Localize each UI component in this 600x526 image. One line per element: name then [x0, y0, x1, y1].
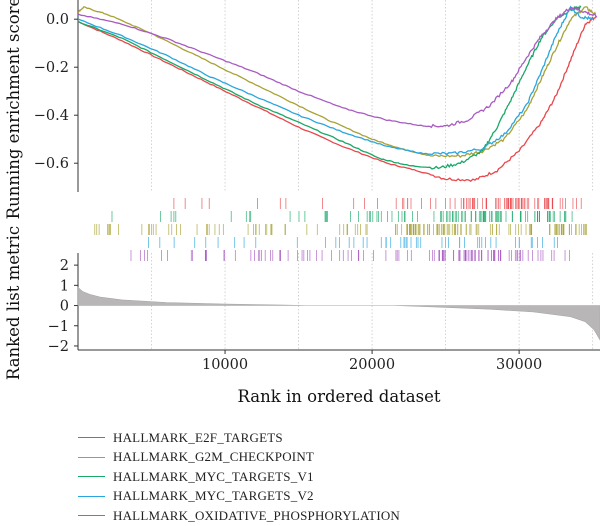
- gene-hit-rug-panel: [94, 198, 587, 261]
- y-tick-label: 0.0: [46, 12, 69, 28]
- legend-swatch: [78, 456, 105, 458]
- y-tick-label: −0.4: [34, 108, 69, 124]
- legend: HALLMARK_E2F_TARGETS HALLMARK_G2M_CHECKPO…: [78, 428, 400, 526]
- enrichment-line-hallmark-e2f-targets: [77, 16, 597, 183]
- enrichment-line-hallmark-myc-targets-v2: [77, 5, 594, 156]
- legend-label: HALLMARK_MYC_TARGETS_V1: [113, 468, 314, 484]
- legend-item: HALLMARK_MYC_TARGETS_V2: [78, 487, 400, 507]
- legend-label: HALLMARK_OXIDATIVE_PHOSPHORYLATION: [113, 507, 401, 523]
- ranked-metric-area: [77, 286, 600, 341]
- legend-item: HALLMARK_MYC_TARGETS_V1: [78, 467, 400, 487]
- legend-item: HALLMARK_E2F_TARGETS: [78, 428, 400, 448]
- enrichment-line-hallmark-g2m-checkpoint: [77, 6, 597, 158]
- legend-swatch: [78, 476, 105, 478]
- y-tick-label: 0: [60, 299, 69, 315]
- legend-swatch: [78, 495, 105, 497]
- enrichment-line-hallmark-myc-targets-v1: [77, 4, 582, 170]
- ranked-metric-panel: 2 1 0 −1 −2 10000 20000 30000: [48, 253, 600, 373]
- x-tick-label: 20000: [349, 357, 395, 373]
- legend-swatch: [78, 437, 105, 439]
- legend-label: HALLMARK_G2M_CHECKPOINT: [113, 449, 315, 465]
- legend-label: HALLMARK_E2F_TARGETS: [113, 429, 283, 445]
- enrichment-line-hallmark-oxidative-phosphorylation: [77, 6, 598, 129]
- ranked-metric-axis-label: Ranked list metric: [4, 226, 23, 380]
- y-tick-label: −0.2: [34, 60, 69, 76]
- y-tick-label: −1: [48, 319, 69, 335]
- legend-label: HALLMARK_MYC_TARGETS_V2: [113, 488, 314, 504]
- legend-swatch: [78, 515, 105, 517]
- enrichment-score-panel: 0.0 −0.2 −0.4 −0.6: [34, 0, 598, 192]
- y-tick-label: −2: [48, 339, 69, 355]
- legend-item: HALLMARK_OXIDATIVE_PHOSPHORYLATION: [78, 506, 400, 526]
- legend-item: HALLMARK_G2M_CHECKPOINT: [78, 448, 400, 468]
- y-tick-label: 2: [60, 258, 69, 274]
- y-tick-label: 1: [60, 278, 69, 294]
- x-tick-label: 30000: [496, 357, 542, 373]
- x-axis-label: Rank in ordered dataset: [238, 387, 441, 406]
- x-tick-label: 10000: [202, 357, 248, 373]
- y-tick-label: −0.6: [34, 156, 69, 172]
- enrichment-score-axis-label: Running enrichment score: [4, 0, 23, 219]
